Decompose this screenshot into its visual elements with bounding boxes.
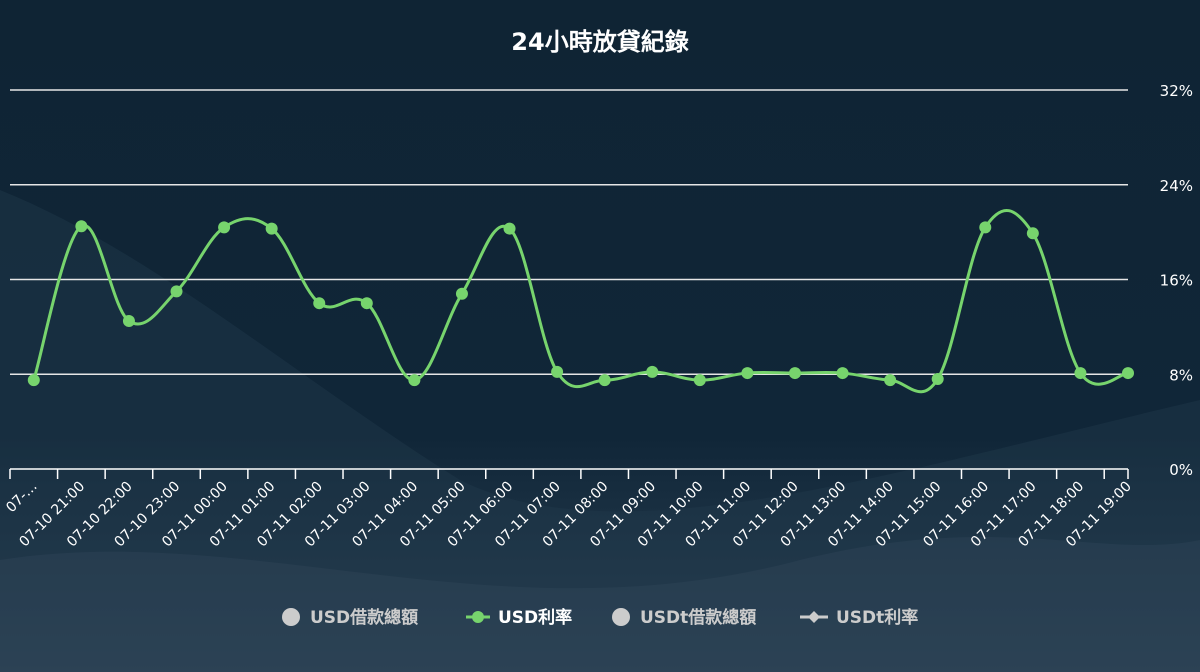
y-tick-label: 0% <box>1169 461 1193 479</box>
legend-circle-icon <box>282 608 300 626</box>
legend-label: USDt利率 <box>836 607 918 628</box>
legend-item-1[interactable]: USD借款總額 <box>282 607 418 628</box>
data-point[interactable] <box>598 374 611 387</box>
series-usd-rate <box>27 208 1134 394</box>
y-tick-label: 24% <box>1160 177 1193 195</box>
chart-title: 24小時放貸紀錄 <box>511 28 688 56</box>
data-point[interactable] <box>313 297 326 310</box>
legend-label: USD借款總額 <box>310 607 418 628</box>
data-point[interactable] <box>979 221 992 234</box>
data-point[interactable] <box>1026 227 1039 240</box>
legend-item-2[interactable]: USD利率 <box>466 607 572 628</box>
data-point[interactable] <box>408 374 421 387</box>
data-point[interactable] <box>360 297 373 310</box>
data-point[interactable] <box>551 365 564 378</box>
data-point[interactable] <box>884 374 897 387</box>
data-point[interactable] <box>1074 367 1087 380</box>
data-point[interactable] <box>741 367 754 380</box>
background-wave <box>0 536 1200 672</box>
legend-item-3[interactable]: USDt借款總額 <box>612 607 756 628</box>
data-point[interactable] <box>1122 367 1134 380</box>
y-tick-label: 32% <box>1160 82 1193 100</box>
data-point[interactable] <box>75 220 88 233</box>
legend-label: USD利率 <box>498 607 572 628</box>
data-point[interactable] <box>218 221 231 234</box>
series-line <box>32 208 1129 394</box>
legend: USD借款總額 USD利率 USDt借款總額 USDt利率 <box>282 607 918 628</box>
y-axis-ticks: 0% 8% 16% 24% 32% <box>1160 82 1193 479</box>
data-point[interactable] <box>693 374 706 387</box>
data-point[interactable] <box>27 374 40 387</box>
data-point[interactable] <box>931 372 944 385</box>
data-point[interactable] <box>455 287 468 300</box>
data-point[interactable] <box>170 285 183 298</box>
data-point[interactable] <box>122 314 135 327</box>
data-point[interactable] <box>646 365 659 378</box>
legend-label: USDt借款總額 <box>640 607 756 628</box>
data-point[interactable] <box>503 222 516 235</box>
legend-diamond-icon <box>808 611 820 623</box>
legend-circle-icon <box>472 611 484 623</box>
data-point[interactable] <box>836 367 849 380</box>
y-tick-label: 16% <box>1160 272 1193 290</box>
legend-item-4[interactable]: USDt利率 <box>800 607 918 628</box>
background-wave <box>0 190 1200 672</box>
y-tick-label: 8% <box>1169 366 1193 384</box>
data-point[interactable] <box>788 367 801 380</box>
legend-circle-icon <box>612 608 630 626</box>
data-point[interactable] <box>265 222 278 235</box>
